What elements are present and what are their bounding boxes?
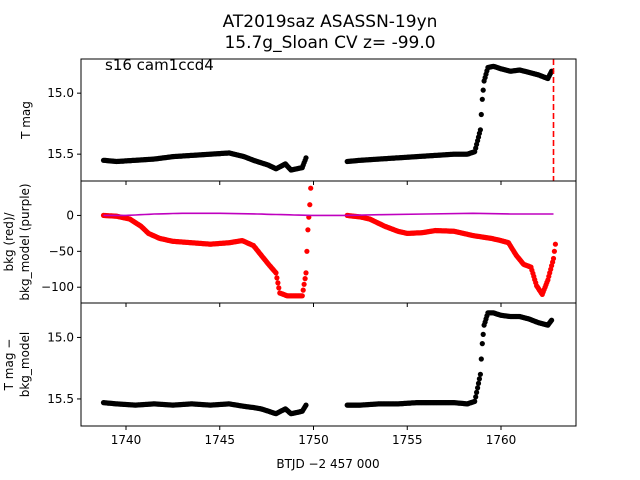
y-axis-label-line1-bottom: T mag −: [2, 339, 16, 392]
plot-area-bottom: [100, 310, 555, 417]
data-point-middle-0-184: [273, 270, 279, 276]
y-tick-label-top-0: 15.0: [47, 86, 74, 100]
y-tick-label-middle-2: −100: [41, 280, 74, 294]
plot-area-middle: [100, 185, 559, 299]
data-point-bottom-0-359: [477, 371, 483, 377]
y-tick-label-middle-0: 0: [66, 208, 74, 222]
data-point-middle-0-217: [304, 248, 310, 254]
data-point-bottom-0-361: [479, 341, 485, 347]
y-axis-label-line2-middle: bkg_model (purple): [18, 183, 32, 300]
x-axis-label: BTJD −2 457 000: [276, 457, 379, 471]
data-point-middle-0-213: [300, 287, 306, 293]
data-point-bottom-0-356: [475, 385, 481, 391]
panel-top: 15.0 15.5 T mag: [19, 58, 577, 185]
data-point-bottom-0-216: [303, 402, 309, 408]
y-tick-label-bottom-1: 15.5: [47, 392, 74, 406]
data-point-bottom-0-362: [480, 331, 486, 337]
x-tick-label-0: 1740: [111, 433, 142, 447]
data-point-top-0-216: [303, 155, 309, 161]
chart-title-line2: 15.7g_Sloan CV z= -99.0: [224, 33, 435, 53]
data-point-middle-0-221: [308, 185, 314, 191]
data-point-bottom-0-360: [478, 356, 484, 362]
panel-annotation: s16 cam1ccd4: [105, 56, 214, 74]
y-tick-label-top-1: 15.5: [47, 147, 74, 161]
data-point-bottom-0-353: [472, 398, 478, 404]
data-point-middle-0-185: [274, 275, 280, 281]
data-point-middle-0-216: [303, 270, 309, 276]
chart-title-line1: AT2019saz ASASSN-19yn: [223, 12, 438, 32]
data-point-middle-0-442: [550, 255, 557, 262]
data-point-middle-0-215: [302, 276, 308, 282]
y-tick-label-middle-1: −50: [49, 244, 74, 258]
data-point-middle-0-443: [551, 248, 558, 254]
data-point-bottom-0-357: [475, 380, 482, 386]
data-point-bottom-0-435: [549, 317, 555, 323]
panel-middle: 0 −50 −100 bkg (red)/bkg_model (purple): [2, 180, 577, 307]
data-point-top-0-359: [477, 127, 483, 133]
y-axis-label-top: T mag: [19, 101, 33, 140]
series-line-middle-1: [103, 212, 554, 217]
panel-bottom: 1740 1745 1750 1755 1760 15.0 15.5 T mag − bkg_m…: [2, 302, 577, 447]
x-tick-label-1: 1745: [204, 433, 235, 447]
data-point-bottom-0-355: [474, 389, 480, 395]
data-point-middle-0-218: [305, 227, 311, 233]
y-axis-label-line1-middle: bkg (red)/: [2, 212, 16, 272]
y-axis-label-line2-bottom: bkg_model: [18, 332, 32, 398]
data-point-middle-0-186: [275, 280, 281, 286]
data-point-middle-0-212: [299, 293, 305, 299]
data-point-top-0-362: [480, 87, 486, 93]
y-tick-label-bottom-0: 15.0: [47, 330, 74, 344]
data-point-bottom-0-354: [473, 394, 479, 400]
data-point-top-0-361: [479, 96, 485, 102]
x-tick-label-4: 1760: [486, 433, 517, 447]
data-point-middle-0-220: [307, 202, 313, 208]
x-tick-label-2: 1750: [298, 433, 329, 447]
data-point-middle-0-444: [552, 241, 559, 247]
frame-top: [80, 58, 577, 182]
data-point-middle-0-214: [301, 281, 307, 287]
data-point-top-0-360: [478, 111, 484, 118]
plot-area-top: [100, 59, 555, 181]
data-point-bottom-0-358: [476, 376, 482, 382]
frame-bottom: [80, 302, 577, 427]
x-tick-label-3: 1755: [392, 433, 423, 447]
data-point-middle-0-187: [276, 285, 282, 291]
